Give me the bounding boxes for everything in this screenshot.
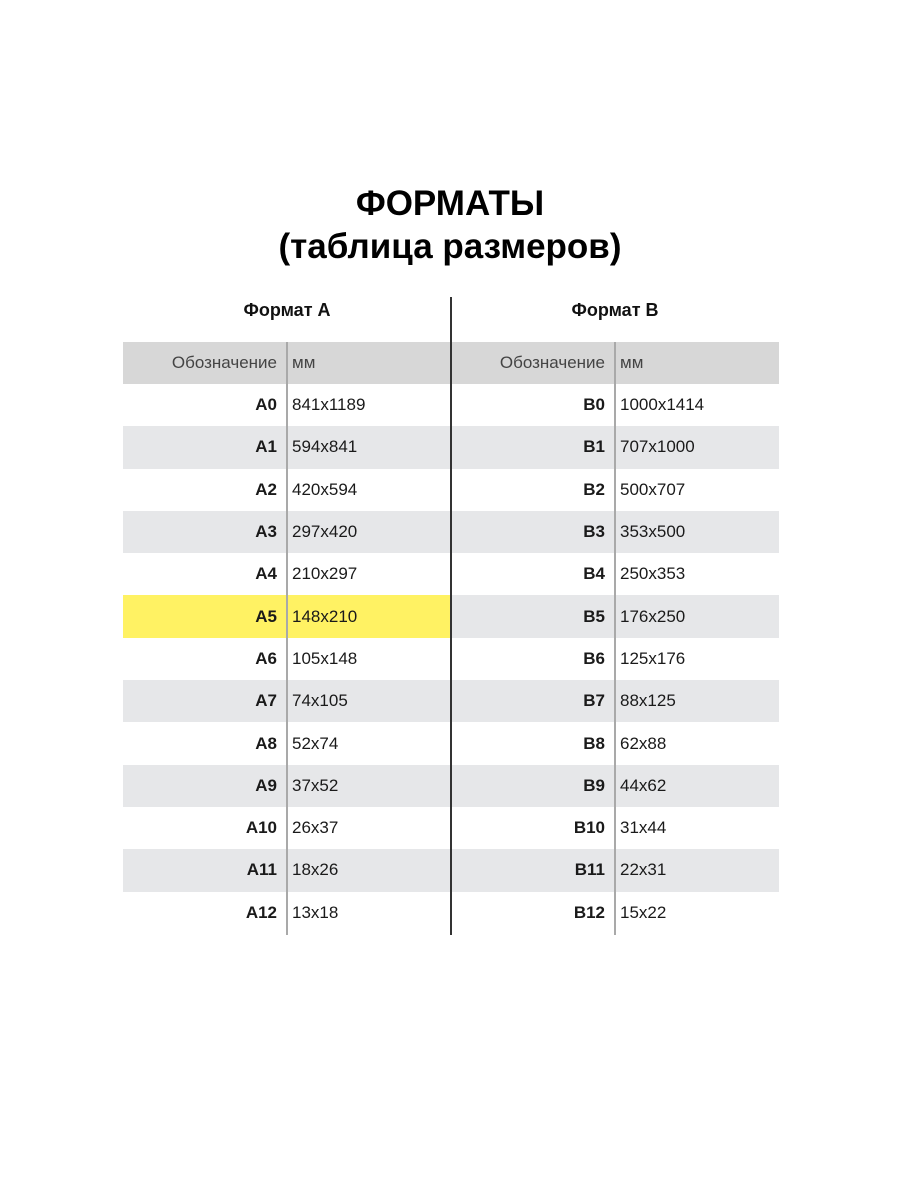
format-code: B4 <box>583 564 605 584</box>
format-size: 594x841 <box>292 437 358 457</box>
format-a-heading: Формат А <box>243 300 331 320</box>
table-row: A0 841x1189 <box>123 384 451 426</box>
format-code: A5 <box>255 606 277 626</box>
format-code: B3 <box>583 522 605 542</box>
column-header-mm: мм <box>620 353 644 372</box>
format-code: A10 <box>245 818 277 838</box>
format-size: 22x31 <box>620 860 667 880</box>
format-size: 176x250 <box>620 606 686 626</box>
format-size: 44x62 <box>620 775 667 795</box>
format-code: A12 <box>245 902 277 922</box>
format-code: A1 <box>255 437 277 457</box>
table-row: A2 420x594 <box>123 469 451 511</box>
format-code: A4 <box>255 564 277 584</box>
column-header-designation: Обозначение <box>499 353 605 372</box>
column-header-mm: мм <box>292 353 316 372</box>
format-code: B6 <box>583 648 605 668</box>
format-size: 15x22 <box>620 902 667 922</box>
format-code: B11 <box>574 860 605 880</box>
format-size: 250x353 <box>620 564 686 584</box>
format-code: B12 <box>573 902 605 922</box>
format-code: B5 <box>583 606 605 626</box>
format-size: 74x105 <box>292 691 348 711</box>
table-row: A8 52x74 <box>123 722 451 764</box>
format-size: 88x125 <box>620 691 676 711</box>
format-b-heading: Формат В <box>571 300 659 320</box>
format-code: B8 <box>583 733 605 753</box>
table-row: A4 210x297 <box>123 553 451 595</box>
format-code: A2 <box>255 479 277 499</box>
column-divider <box>614 342 616 935</box>
format-code: A6 <box>255 648 277 668</box>
column-header-designation: Обозначение <box>171 353 277 372</box>
page-subtitle: (таблица размеров) <box>278 227 622 266</box>
format-size: 707x1000 <box>620 437 695 457</box>
table-row: B4 250x353 <box>451 553 779 595</box>
format-size: 31x44 <box>620 818 667 838</box>
format-code: A7 <box>255 691 277 711</box>
format-code: A11 <box>246 860 277 880</box>
format-size: 297x420 <box>292 522 358 542</box>
column-divider <box>286 342 288 935</box>
format-code: B10 <box>573 818 605 838</box>
format-code: A3 <box>255 522 277 542</box>
table-row: A12 13x18 <box>123 892 451 934</box>
format-code: A8 <box>255 733 277 753</box>
format-size: 210x297 <box>292 564 358 584</box>
format-code: B9 <box>583 775 605 795</box>
format-code: B7 <box>583 691 605 711</box>
table-row: B2 500x707 <box>451 469 779 511</box>
format-code: B2 <box>583 479 605 499</box>
format-size: 841x1189 <box>292 395 366 415</box>
table-row: B12 15x22 <box>451 892 779 934</box>
center-divider <box>450 297 452 935</box>
format-size: 13x18 <box>292 902 339 922</box>
format-code: B1 <box>583 437 605 457</box>
format-size: 37x52 <box>292 775 339 795</box>
format-size: 26x37 <box>292 818 339 838</box>
table-row: A10 26x37 <box>123 807 451 849</box>
format-size: 420x594 <box>292 479 358 499</box>
table-row: A6 105x148 <box>123 638 451 680</box>
format-size: 52x74 <box>292 733 339 753</box>
format-code: B0 <box>583 395 605 415</box>
format-size: 353x500 <box>620 522 686 542</box>
format-size: 125x176 <box>620 648 686 668</box>
table-row: B6 125x176 <box>451 638 779 680</box>
format-code: A0 <box>255 395 277 415</box>
format-size: 62x88 <box>620 733 667 753</box>
format-size: 18x26 <box>292 860 339 880</box>
format-size: 105x148 <box>292 648 358 668</box>
format-code: A9 <box>255 775 277 795</box>
format-size: 1000x1414 <box>620 395 705 415</box>
table-row: B8 62x88 <box>451 722 779 764</box>
table-row: B0 1000x1414 <box>451 384 779 426</box>
table-row: B10 31x44 <box>451 807 779 849</box>
format-size: 500x707 <box>620 479 686 499</box>
page-title: ФОРМАТЫ <box>355 184 545 223</box>
format-size: 148x210 <box>292 606 358 626</box>
